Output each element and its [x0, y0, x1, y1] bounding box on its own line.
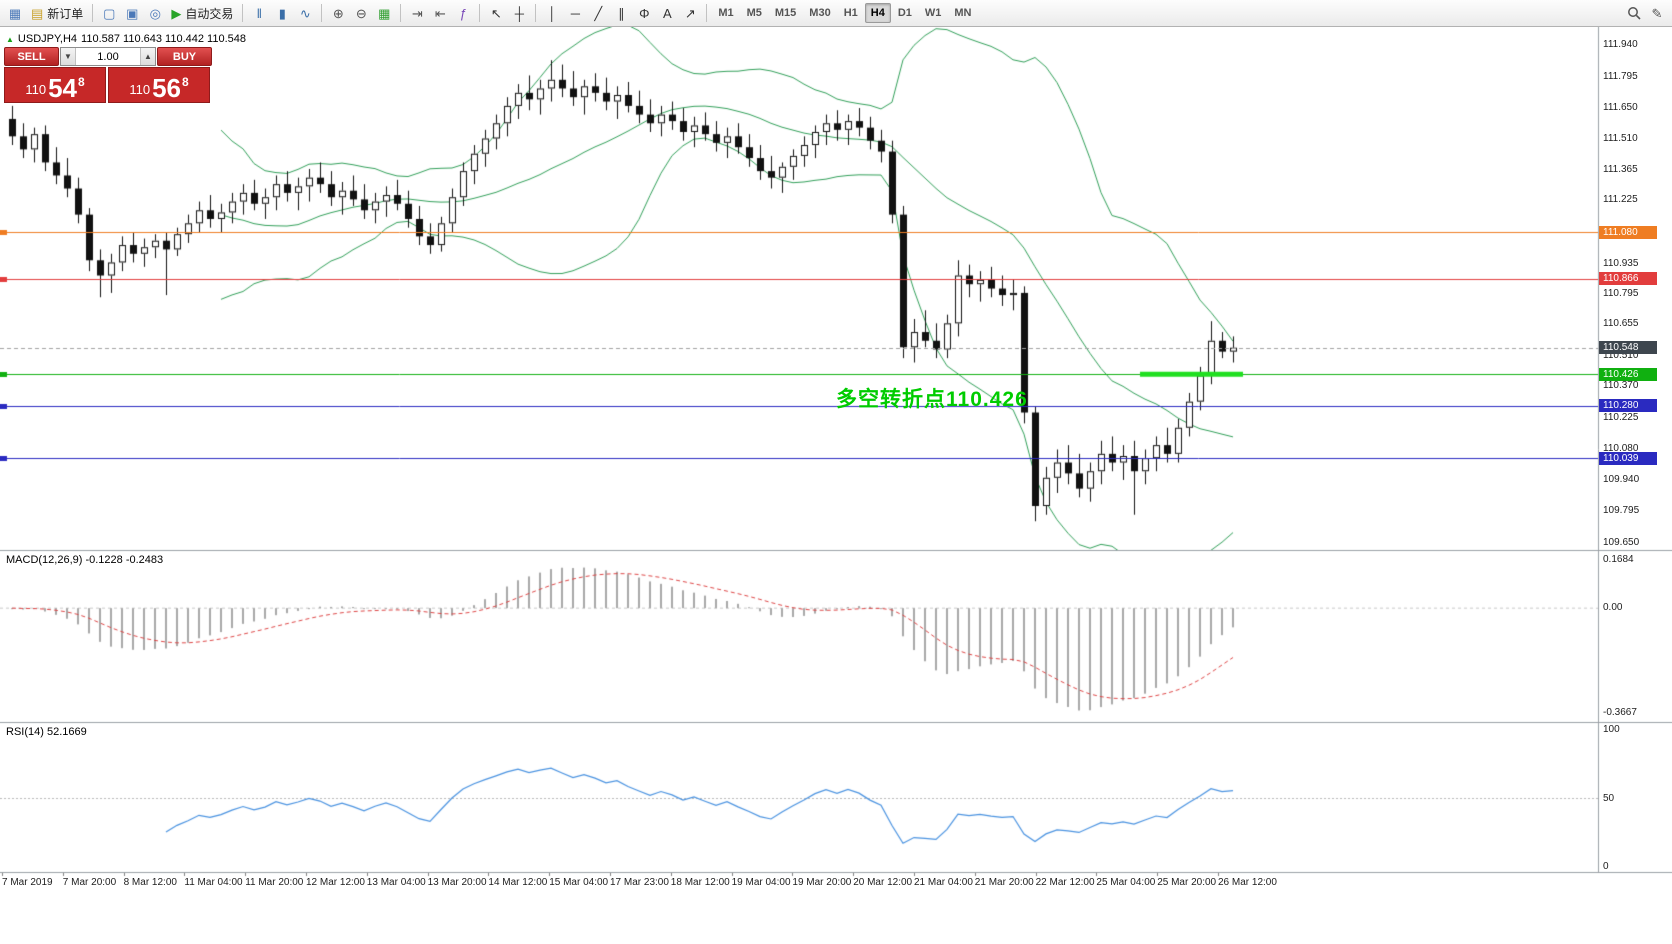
chart-shift-glyph: ⇤ [434, 5, 446, 21]
timeframe-m15-button[interactable]: M15 [769, 3, 802, 23]
sounds-glyph: ◎ [149, 5, 161, 21]
equidistant-channel-glyph: ∥ [618, 5, 625, 21]
bar-chart-mode-glyph: ‖ [256, 5, 263, 21]
fibonacci-glyph: Φ [639, 5, 650, 21]
new-order-glyph: ▤ [31, 5, 44, 21]
lot-size-control: ▼ ▲ [60, 47, 156, 66]
zoom-in-glyph: ⊕ [332, 5, 344, 21]
horizontal-line-glyph: ─ [570, 5, 580, 21]
cursor-glyph: ↖ [490, 5, 502, 21]
toolbar-separator [400, 4, 402, 22]
lot-increase-button[interactable]: ▲ [140, 48, 155, 65]
autotrade-glyph: ▶ [171, 5, 182, 21]
profiles-glyph: ▣ [126, 5, 139, 21]
indicator-list-glyph: ▦ [378, 5, 391, 21]
timeframe-d1-button[interactable]: D1 [892, 3, 918, 23]
symbol-line: ▲ USDJPY,H4 110.587 110.643 110.442 110.… [6, 33, 246, 45]
chart-text-annotation[interactable]: 多空转折点110.426 [836, 388, 1028, 411]
chart-workspace: ▲ USDJPY,H4 110.587 110.643 110.442 110.… [0, 27, 1672, 944]
profiles-icon[interactable]: ▣ [121, 2, 143, 24]
trendline-icon[interactable]: ╱ [587, 2, 609, 24]
sell-price-pips: 54 [48, 73, 77, 103]
arrows-tool-icon[interactable]: ↗ [679, 2, 701, 24]
line-chart-mode-glyph: ∿ [299, 5, 311, 21]
rsi-indicator-label: RSI(14) 52.1669 [6, 726, 87, 738]
new-order-label: 新订单 [47, 6, 84, 21]
sell-button[interactable]: SELL [4, 47, 59, 66]
buy-button[interactable]: BUY [157, 47, 212, 66]
buy-price-point: 8 [181, 75, 189, 89]
lot-size-input[interactable] [76, 48, 140, 65]
buy-price-pips: 56 [152, 73, 181, 103]
zoom-out-glyph: ⊖ [355, 5, 367, 21]
toolbar-separator [706, 4, 708, 22]
macd-indicator-label: MACD(12,26,9) -0.1228 -0.2483 [6, 554, 164, 566]
charts-group-glyph: ▢ [103, 5, 116, 21]
sell-quote-box[interactable]: 110 54 8 [4, 67, 106, 103]
timeframe-h4-button[interactable]: H4 [864, 3, 891, 23]
edit-icon[interactable]: ✎ [1646, 2, 1668, 24]
fibonacci-icon[interactable]: Φ [633, 2, 655, 24]
toolbar-separator [479, 4, 481, 22]
zoom-out-icon[interactable]: ⊖ [350, 2, 372, 24]
buy-price-figure: 110 [129, 82, 151, 97]
sell-price-figure: 110 [25, 82, 47, 97]
lot-decrease-button[interactable]: ▼ [61, 48, 76, 65]
line-chart-mode-icon[interactable]: ∿ [294, 2, 316, 24]
vertical-line-glyph: │ [548, 5, 557, 21]
zoom-in-icon[interactable]: ⊕ [327, 2, 349, 24]
autotrade-label: 自动交易 [185, 6, 234, 21]
sounds-icon[interactable]: ◎ [144, 2, 166, 24]
crosshair-glyph: ┼ [514, 5, 524, 21]
symbol-icon: ▲ [6, 34, 14, 44]
one-click-trading-panel: SELL ▼ ▲ BUY 110 54 8 110 56 8 [4, 47, 212, 103]
timeframe-mn-button[interactable]: MN [948, 3, 977, 23]
new-order-button[interactable]: ▤ 新订单 [27, 2, 87, 24]
candlestick-mode-icon[interactable]: ▮ [271, 2, 293, 24]
chart-shift-icon[interactable]: ⇤ [429, 2, 451, 24]
timeframe-m30-button[interactable]: M30 [803, 3, 836, 23]
cursor-icon[interactable]: ↖ [485, 2, 507, 24]
timeframe-h1-button[interactable]: H1 [838, 3, 864, 23]
sell-price-point: 8 [77, 75, 85, 89]
new-chart-icon[interactable]: ▦ [4, 2, 26, 24]
charts-group-icon[interactable]: ▢ [98, 2, 120, 24]
toolbar-separator [321, 4, 323, 22]
new-chart-glyph: ▦ [8, 5, 22, 21]
vertical-line-icon[interactable]: │ [541, 2, 563, 24]
indicators-icon[interactable]: ƒ [452, 2, 474, 24]
arrows-tool-glyph: ↗ [684, 5, 696, 21]
horizontal-line-icon[interactable]: ─ [564, 2, 586, 24]
timeframe-m5-button[interactable]: M5 [741, 3, 768, 23]
trendline-glyph: ╱ [594, 5, 603, 21]
text-tool-icon[interactable]: A [656, 2, 678, 24]
auto-scroll-glyph: ⇥ [411, 5, 423, 21]
search-icon[interactable] [1623, 2, 1645, 24]
symbol-name: USDJPY,H4 [17, 33, 78, 45]
main-toolbar: ▦ ▤ 新订单 ▢ ▣ ◎ ▶ 自动交易 ‖ ▮ ∿ ⊕ ⊖ ▦ ⇥ ⇤ ƒ ↖ ┼ │ ─ ╱ ∥ Φ A ↗ M1 M5 M15 M3… [0, 0, 1672, 27]
buy-quote-box[interactable]: 110 56 8 [108, 67, 210, 103]
bar-chart-mode-icon[interactable]: ‖ [248, 2, 270, 24]
chart-canvas[interactable] [0, 27, 1672, 917]
indicator-list-icon[interactable]: ▦ [373, 2, 395, 24]
indicators-glyph: ƒ [459, 5, 467, 21]
toolbar-separator [92, 4, 94, 22]
symbol-ohlc: 110.587 110.643 110.442 110.548 [81, 33, 246, 45]
equidistant-channel-icon[interactable]: ∥ [610, 2, 632, 24]
toolbar-separator [535, 4, 537, 22]
timeframe-m1-button[interactable]: M1 [712, 3, 739, 23]
timeframe-w1-button[interactable]: W1 [919, 3, 948, 23]
toolbar-separator [242, 4, 244, 22]
candlestick-mode-glyph: ▮ [278, 5, 286, 21]
edit-glyph: ✎ [1651, 5, 1663, 21]
text-tool-glyph: A [662, 5, 672, 21]
auto-scroll-icon[interactable]: ⇥ [406, 2, 428, 24]
crosshair-icon[interactable]: ┼ [508, 2, 530, 24]
autotrade-button[interactable]: ▶ 自动交易 [167, 2, 237, 24]
